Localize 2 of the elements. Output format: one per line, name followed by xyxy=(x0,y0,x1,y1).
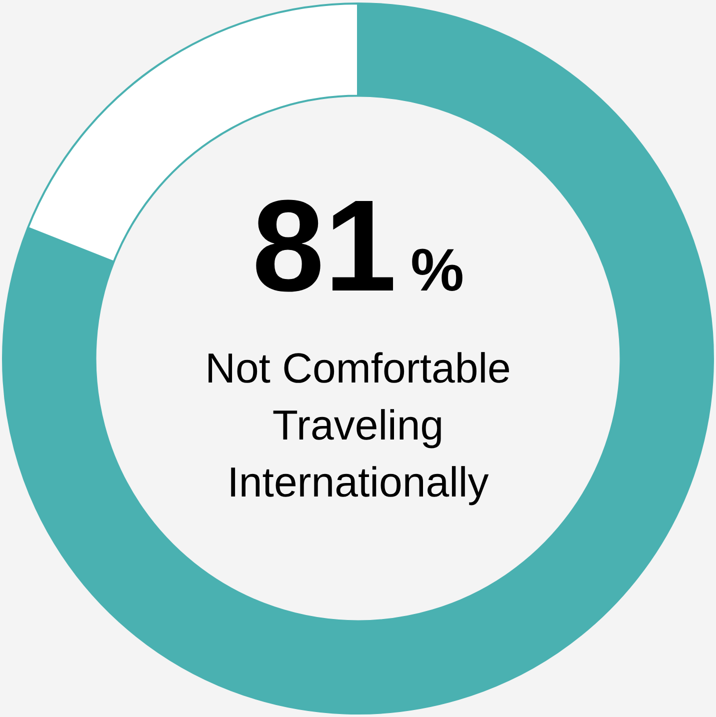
slice-label: Not Comfortable Traveling Internationally xyxy=(205,344,511,506)
data-label: 81% xyxy=(252,172,464,318)
